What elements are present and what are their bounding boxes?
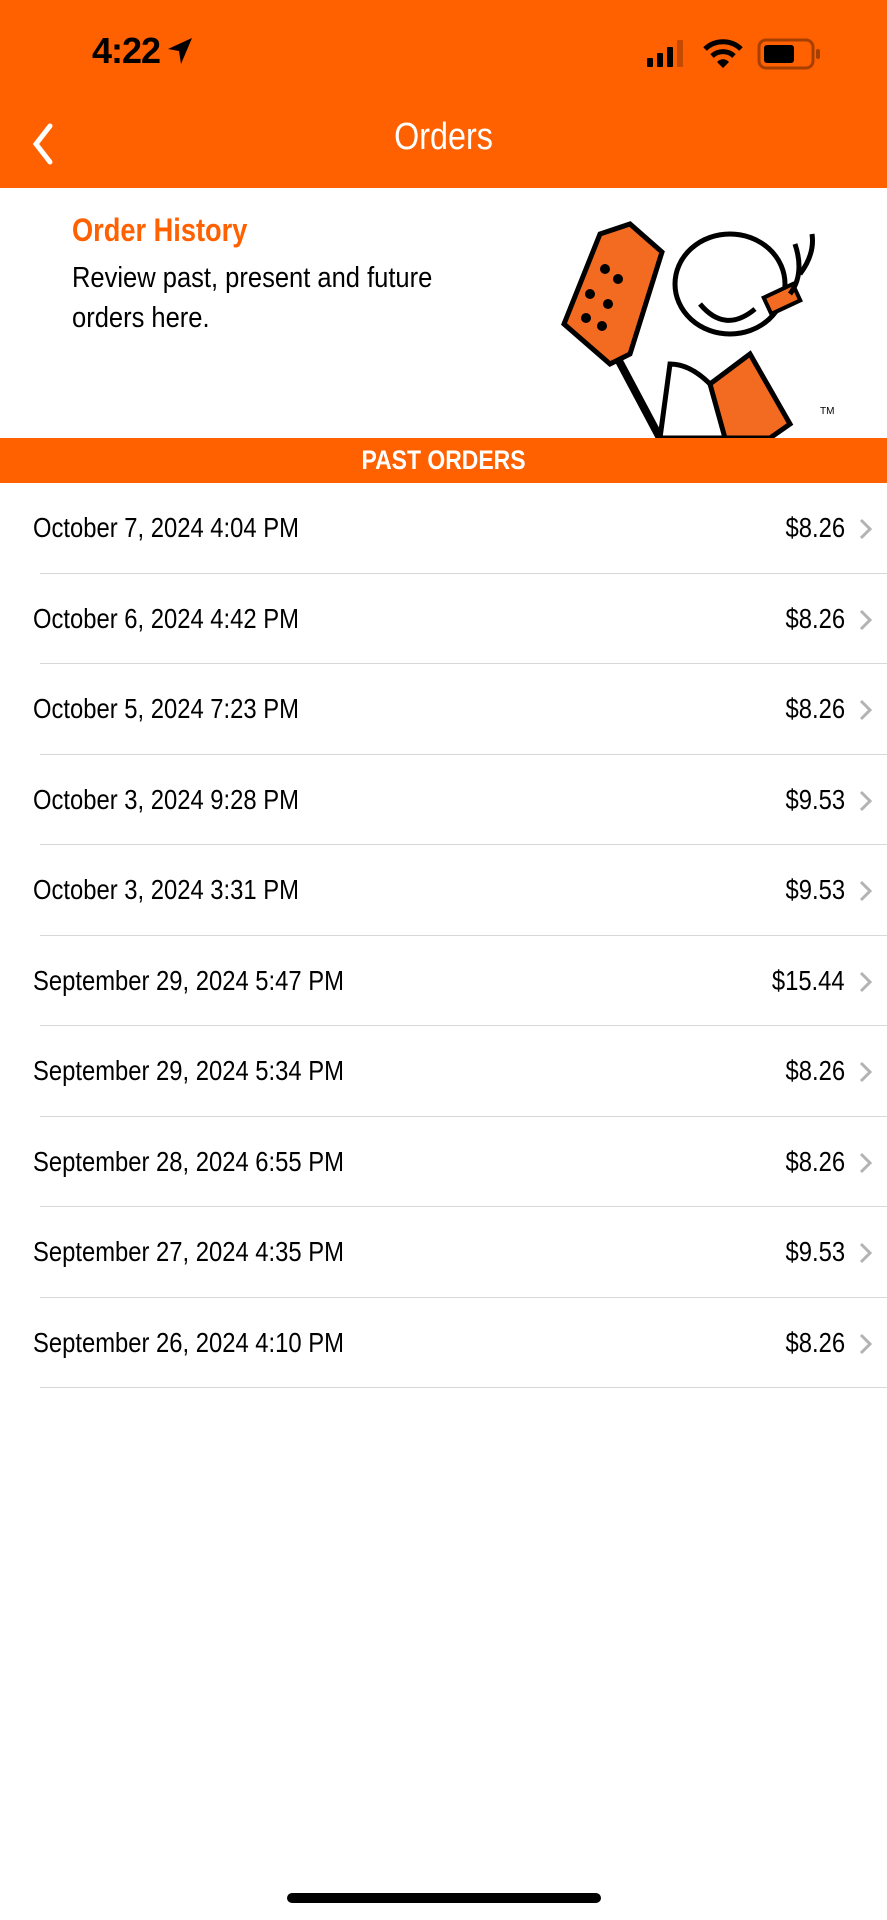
wifi-icon xyxy=(703,39,743,68)
section-header: PAST ORDERS xyxy=(0,438,887,483)
banner-subtitle: Review past, present and future orders h… xyxy=(72,262,433,334)
status-time: 4:22 xyxy=(92,30,194,72)
order-row[interactable]: October 7, 2024 4:04 PM $8.26 xyxy=(0,483,887,574)
order-amount: $9.53 xyxy=(785,1236,845,1267)
order-row[interactable]: September 28, 2024 6:55 PM $8.26 xyxy=(0,1117,887,1208)
order-row[interactable]: September 29, 2024 5:47 PM $15.44 xyxy=(0,936,887,1027)
order-date: October 3, 2024 3:31 PM xyxy=(33,874,299,905)
chevron-right-icon xyxy=(859,790,873,811)
status-icons xyxy=(647,38,821,70)
page-title: Orders xyxy=(394,116,493,158)
order-amount: $9.53 xyxy=(785,783,845,815)
location-arrow-icon xyxy=(168,38,193,64)
order-row[interactable]: September 27, 2024 4:35 PM $9.53 xyxy=(0,1207,887,1298)
chevron-right-icon xyxy=(859,699,873,721)
chevron-right-icon xyxy=(859,609,873,630)
chevron-right-icon xyxy=(859,1061,873,1083)
signal-icon xyxy=(647,40,683,67)
order-row[interactable]: October 5, 2024 7:23 PM $8.26 xyxy=(0,664,887,755)
mascot-illustration: TM xyxy=(561,221,834,438)
order-date: October 7, 2024 4:04 PM xyxy=(33,512,299,543)
order-date: September 29, 2024 5:34 PM xyxy=(33,1055,344,1086)
order-date: October 5, 2024 7:23 PM xyxy=(33,693,299,724)
order-row[interactable]: October 6, 2024 4:42 PM $8.26 xyxy=(0,574,887,665)
chevron-right-icon xyxy=(859,880,873,902)
order-date: October 6, 2024 4:42 PM xyxy=(33,602,299,634)
order-date: September 26, 2024 4:10 PM xyxy=(33,1326,344,1358)
order-amount: $15.44 xyxy=(772,964,845,996)
battery-icon xyxy=(757,38,820,70)
trademark: TM xyxy=(820,406,834,417)
order-history-banner: Order History Review past, present and f… xyxy=(0,188,887,438)
order-amount: $8.26 xyxy=(785,1145,845,1177)
order-amount: $8.26 xyxy=(785,693,845,724)
chevron-right-icon xyxy=(859,1242,873,1264)
order-amount: $9.53 xyxy=(785,874,845,905)
home-indicator[interactable] xyxy=(287,1893,601,1903)
chevron-right-icon xyxy=(859,1333,873,1354)
back-chevron-icon[interactable] xyxy=(26,120,62,168)
order-date: September 27, 2024 4:35 PM xyxy=(33,1236,344,1267)
order-date: October 3, 2024 9:28 PM xyxy=(33,783,299,815)
chevron-right-icon xyxy=(859,971,873,992)
banner-heading: Order History xyxy=(72,212,248,248)
order-date: September 29, 2024 5:47 PM xyxy=(33,964,344,996)
order-row[interactable]: September 26, 2024 4:10 PM $8.26 xyxy=(0,1298,887,1389)
orders-list: October 7, 2024 4:04 PM $8.26 October 6, … xyxy=(0,483,887,1388)
order-amount: $8.26 xyxy=(785,1055,845,1086)
chevron-right-icon xyxy=(859,1152,873,1173)
chevron-right-icon xyxy=(859,518,873,540)
order-row[interactable]: October 3, 2024 3:31 PM $9.53 xyxy=(0,845,887,936)
order-row[interactable]: October 3, 2024 9:28 PM $9.53 xyxy=(0,755,887,846)
order-amount: $8.26 xyxy=(785,512,845,543)
order-row[interactable]: September 29, 2024 5:34 PM $8.26 xyxy=(0,1026,887,1117)
header: 4:22 Orders xyxy=(0,0,887,188)
order-amount: $8.26 xyxy=(785,1326,845,1358)
order-amount: $8.26 xyxy=(785,602,845,634)
order-date: September 28, 2024 6:55 PM xyxy=(33,1145,344,1177)
